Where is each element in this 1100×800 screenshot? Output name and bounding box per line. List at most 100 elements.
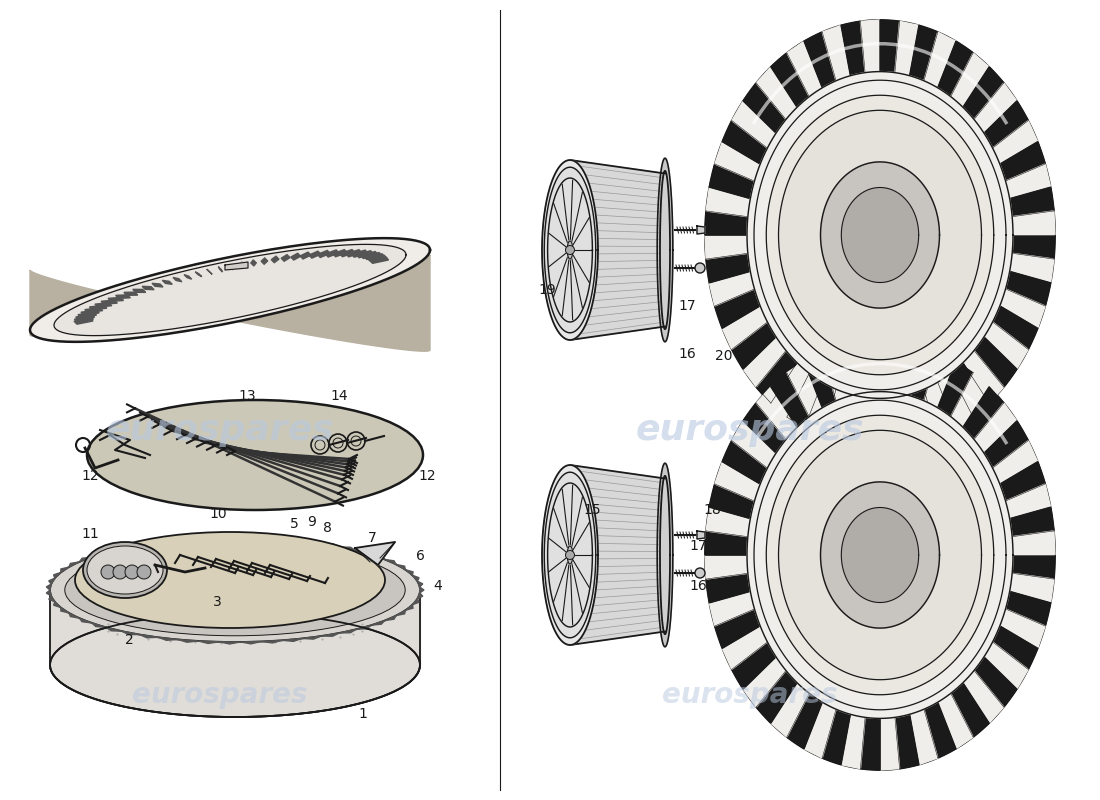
Polygon shape	[860, 718, 880, 770]
Ellipse shape	[75, 532, 385, 628]
Polygon shape	[757, 670, 798, 723]
Polygon shape	[924, 382, 956, 438]
Text: 14: 14	[330, 389, 348, 403]
Polygon shape	[786, 694, 823, 749]
Polygon shape	[282, 638, 303, 642]
Polygon shape	[570, 160, 666, 340]
Polygon shape	[950, 373, 989, 427]
Polygon shape	[779, 430, 981, 680]
Text: eurospares: eurospares	[106, 413, 334, 447]
Polygon shape	[76, 314, 95, 320]
Polygon shape	[767, 415, 993, 694]
Polygon shape	[54, 573, 60, 578]
Polygon shape	[757, 387, 798, 439]
Polygon shape	[880, 398, 900, 450]
Circle shape	[125, 565, 139, 579]
Polygon shape	[75, 316, 94, 322]
Polygon shape	[542, 465, 598, 645]
Polygon shape	[48, 578, 55, 584]
Text: 10: 10	[209, 506, 227, 521]
Polygon shape	[356, 250, 374, 258]
Polygon shape	[660, 476, 670, 634]
Text: 13: 13	[239, 389, 256, 403]
Polygon shape	[542, 160, 598, 340]
Polygon shape	[821, 162, 939, 308]
Polygon shape	[860, 20, 880, 73]
Polygon shape	[842, 187, 918, 282]
Polygon shape	[178, 639, 198, 642]
Polygon shape	[974, 337, 1016, 387]
Polygon shape	[79, 618, 91, 623]
Circle shape	[695, 568, 705, 578]
Polygon shape	[821, 482, 939, 628]
Polygon shape	[140, 634, 158, 638]
Polygon shape	[69, 613, 79, 618]
Polygon shape	[992, 121, 1037, 164]
Polygon shape	[46, 584, 52, 590]
Polygon shape	[230, 264, 233, 270]
Polygon shape	[198, 641, 219, 643]
Polygon shape	[106, 549, 122, 553]
Polygon shape	[950, 53, 989, 107]
Polygon shape	[356, 625, 372, 630]
Polygon shape	[697, 531, 705, 539]
Polygon shape	[406, 570, 412, 575]
Polygon shape	[372, 555, 385, 559]
Polygon shape	[657, 158, 673, 342]
Polygon shape	[89, 306, 107, 310]
Polygon shape	[122, 631, 140, 634]
Polygon shape	[345, 250, 362, 257]
Polygon shape	[710, 484, 755, 518]
Polygon shape	[984, 421, 1028, 468]
Text: 17: 17	[690, 538, 707, 553]
Polygon shape	[804, 352, 836, 408]
Polygon shape	[1005, 271, 1050, 306]
Polygon shape	[705, 340, 1055, 770]
Polygon shape	[924, 352, 956, 408]
Polygon shape	[364, 253, 382, 259]
Polygon shape	[842, 714, 865, 769]
Polygon shape	[568, 546, 573, 564]
Polygon shape	[91, 623, 106, 627]
Polygon shape	[544, 167, 596, 333]
Text: 19: 19	[539, 282, 557, 297]
Polygon shape	[974, 83, 1016, 133]
Polygon shape	[340, 630, 356, 633]
Polygon shape	[207, 269, 212, 274]
Polygon shape	[880, 20, 900, 73]
Polygon shape	[412, 575, 419, 581]
Polygon shape	[705, 211, 748, 235]
Text: 4: 4	[433, 578, 442, 593]
Ellipse shape	[50, 538, 420, 642]
Polygon shape	[705, 20, 1055, 450]
Polygon shape	[361, 251, 378, 258]
Polygon shape	[1010, 574, 1054, 603]
Text: 17: 17	[679, 298, 696, 313]
Polygon shape	[60, 607, 69, 613]
Polygon shape	[842, 507, 918, 602]
Polygon shape	[747, 72, 1013, 398]
Polygon shape	[340, 547, 356, 550]
Polygon shape	[1005, 484, 1050, 518]
Polygon shape	[1010, 187, 1054, 217]
Polygon shape	[937, 42, 974, 97]
Polygon shape	[895, 714, 918, 769]
Circle shape	[138, 565, 151, 579]
Polygon shape	[771, 682, 810, 737]
Polygon shape	[396, 565, 406, 570]
Circle shape	[565, 550, 574, 559]
Polygon shape	[124, 292, 138, 295]
Polygon shape	[548, 178, 593, 322]
Polygon shape	[705, 235, 748, 259]
Polygon shape	[178, 538, 198, 541]
Polygon shape	[568, 241, 573, 259]
Text: eurospares: eurospares	[662, 681, 838, 709]
Polygon shape	[60, 567, 69, 573]
Polygon shape	[660, 171, 670, 329]
Polygon shape	[321, 633, 340, 636]
Ellipse shape	[65, 544, 405, 636]
Polygon shape	[272, 256, 279, 262]
Polygon shape	[767, 95, 993, 374]
Polygon shape	[1005, 164, 1050, 198]
Polygon shape	[974, 657, 1016, 707]
